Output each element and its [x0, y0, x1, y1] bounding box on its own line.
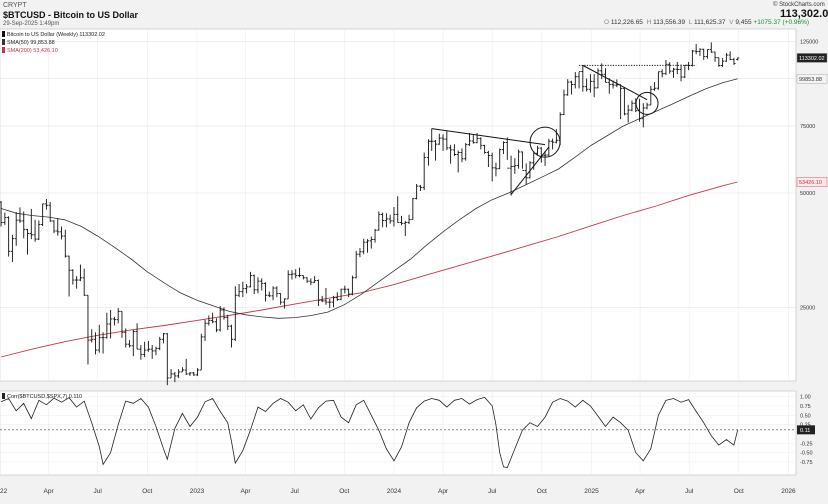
x-tick-label: Apr: [438, 488, 449, 495]
price-tick-label: 125000: [800, 40, 818, 46]
legend-series: SMA(50) 99,853.88: [7, 40, 55, 46]
axes: 2500050000750001000001250001.000.750.500…: [0, 40, 828, 495]
x-tick-label: 2026: [781, 488, 796, 495]
open-value: 112,226.65: [610, 19, 643, 26]
corr-last-label: 0.11: [800, 428, 810, 434]
price-tag: 53426.10: [799, 180, 822, 186]
price-tick-label: 25000: [800, 305, 815, 311]
high-label: H: [646, 19, 652, 26]
price-tag-box: [796, 53, 828, 63]
corr-tick-label: -0.50: [800, 451, 813, 457]
x-tick-label: Oct: [339, 488, 349, 495]
high-value: 113,556.39: [653, 19, 686, 26]
x-tick-label: 2024: [387, 488, 402, 495]
sma50-layer: [0, 78, 738, 319]
x-tick-label: 2022: [0, 488, 8, 495]
price-tag-box: [796, 74, 828, 84]
trendlines: [431, 64, 697, 195]
ohlc-readout: O 112,226.65 H 113,556.39 L 111,625.37 V…: [604, 19, 809, 26]
volume-value: 9,455: [735, 19, 752, 26]
corr-tick-label: -0.75: [800, 460, 813, 466]
trendline: [582, 64, 648, 101]
corr-panel: [0, 390, 797, 476]
legend-series: SMA(200) 53,426.10: [7, 48, 58, 54]
x-tick-label: Jul: [94, 488, 103, 495]
x-tick-label: Apr: [240, 488, 251, 495]
change-value: +1075.37 (+0.96%): [753, 19, 810, 26]
symbol-title: $BTCUSD - Bitcoin to US Dollar: [3, 10, 139, 20]
chart-date: 29-Sep-2025 1:49pm: [3, 21, 60, 27]
low-label: L: [688, 19, 693, 26]
legend-corr-swatch: [2, 393, 5, 399]
legend-price-swatch: [2, 31, 5, 37]
sma50-line: [0, 78, 738, 319]
x-tick-label: Jul: [685, 488, 694, 495]
legend-price: Bitcoin to US Dollar (Weekly) 113302.02: [7, 32, 105, 38]
price-tag-box: [796, 177, 828, 187]
x-tick-label: 2023: [190, 488, 205, 495]
exchange-label: CRYPT: [3, 2, 27, 9]
annotation-circle: [635, 91, 659, 115]
x-tick-label: Apr: [635, 488, 646, 495]
grid: [0, 29, 796, 475]
annotation-circle: [529, 126, 561, 158]
price-tag: 113302.02: [799, 56, 825, 62]
corr-tick-label: 0.75: [800, 404, 811, 410]
x-tick-label: Oct: [142, 488, 152, 495]
corr-tick-label: 0.50: [800, 413, 811, 419]
x-tick-label: Jul: [290, 488, 299, 495]
corr-layer: [0, 396, 796, 468]
corr-tick-label: -0.25: [800, 441, 813, 447]
corr-tick-label: 1.00: [800, 395, 811, 401]
open-label: O: [604, 19, 610, 26]
x-tick-label: Oct: [734, 488, 744, 495]
legend-swatch: [2, 47, 5, 53]
volume-label: V: [729, 19, 734, 26]
x-tick-label: 2025: [584, 488, 599, 495]
trendline: [431, 128, 546, 146]
x-tick-label: Jul: [488, 488, 497, 495]
low-value: 111,625.37: [693, 19, 726, 26]
legend: Bitcoin to US Dollar (Weekly) 113302.02 S…: [2, 31, 105, 400]
legend-corr: Corr($BTCUSD,$SPX,7) 0.110: [7, 394, 82, 400]
legend-swatch: [2, 39, 5, 45]
trendline: [510, 146, 550, 195]
x-tick-label: Apr: [44, 488, 55, 495]
price-bars: [0, 42, 740, 386]
last-price: 113,302.02: [780, 8, 828, 20]
stockcharts-watermark: © StockCharts.com: [773, 2, 825, 8]
corr-last-box: [797, 425, 815, 435]
x-tick-label: Oct: [537, 488, 547, 495]
price-tag: 99853.88: [799, 77, 822, 83]
price-tick-label: 75000: [800, 124, 815, 130]
price-tick-label: 50000: [800, 191, 815, 197]
corr-line: [0, 396, 739, 468]
